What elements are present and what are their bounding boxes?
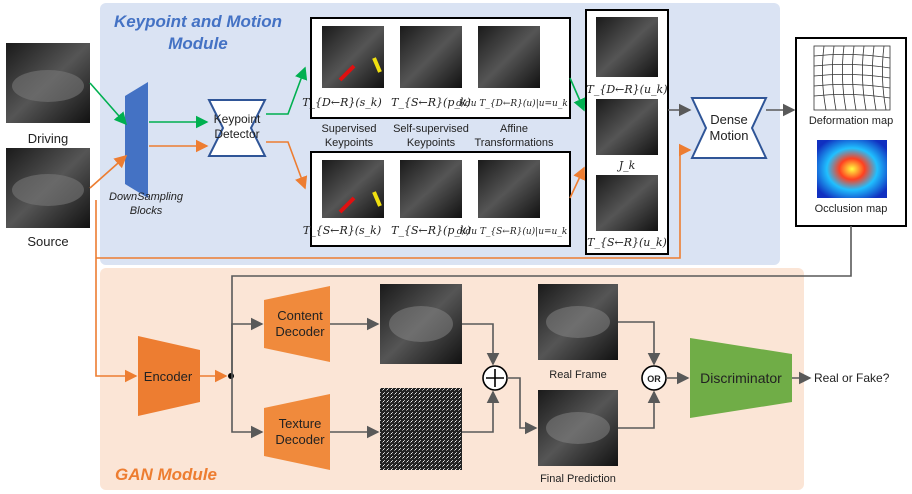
dense-motion-shape <box>690 97 768 159</box>
detector-to-top-panel <box>266 66 308 115</box>
keypoint-detector-label-2: Detector <box>214 127 259 141</box>
source-label: Source <box>27 234 68 249</box>
prediction-to-or-arrow <box>618 390 661 429</box>
dense-motion-label-1: Dense <box>710 112 748 127</box>
keypoint-motion-title: Keypoint and Motion <box>114 12 282 31</box>
col-label-selfsup-1: Self-supervised <box>393 123 469 135</box>
discriminator-label: Discriminator <box>700 370 782 386</box>
stack-formula-1: T_{D←R}(u_k) <box>587 83 668 96</box>
red-arrow-bottom <box>338 196 356 214</box>
bottom-panel-to-stack-arrow <box>569 166 586 199</box>
downsampling-label-2: Blocks <box>130 205 163 217</box>
stack-formula-3: T_{S←R}(u_k) <box>587 236 667 249</box>
detector-to-bottom-panel <box>266 141 308 190</box>
yellow-arrow-top <box>372 57 382 73</box>
stack-formula-2: J_k <box>617 159 636 172</box>
occlusion-map-image <box>817 140 887 198</box>
content-to-sum-arrow <box>462 323 500 366</box>
col-label-affine-2: Transformations <box>474 137 554 149</box>
content-output-texture <box>389 306 453 342</box>
real-frame-label: Real Frame <box>549 369 606 381</box>
bottom-formula-3: d/du T_{S←R}(u)|u=u_k <box>457 226 568 237</box>
source-image-texture <box>12 174 84 206</box>
dense-motion-label-2: Motion <box>709 128 748 143</box>
gan-module-title: GAN Module <box>115 465 217 484</box>
real-frame-texture <box>546 306 610 338</box>
bottom-formula-1: T_{S←R}(s_k) <box>303 224 381 237</box>
bottom-formula-2: T_{S←R}(p_k) <box>391 224 471 237</box>
source-to-dense-arrow <box>96 143 692 259</box>
driving-to-downsampling-arrow <box>89 82 128 126</box>
texture-decoder-label-2: Decoder <box>275 432 325 447</box>
col-label-supervised-2: Keypoints <box>325 137 374 149</box>
top-panel-to-stack-arrow <box>569 77 586 112</box>
junction-to-content-arrow <box>231 317 264 376</box>
stack-image-3 <box>596 175 658 231</box>
bottom-affine-image <box>478 160 540 218</box>
downsampling-blocks-shape <box>125 82 148 198</box>
col-label-selfsup-2: Keypoints <box>407 137 456 149</box>
texture-to-sum-arrow <box>462 390 500 433</box>
red-arrow-top <box>338 64 356 82</box>
bottom-supervised-image <box>322 160 384 218</box>
bottom-selfsup-image <box>400 160 462 218</box>
keypoint-detector-shape <box>207 99 267 157</box>
texture-decoder-label-1: Texture <box>279 416 322 431</box>
top-formula-2: T_{S←R}(p_k) <box>391 96 471 109</box>
real-to-or-arrow <box>618 321 661 366</box>
stack-image-1 <box>596 17 658 77</box>
top-affine-image <box>478 26 540 88</box>
downsampling-label-1: DownSampling <box>109 191 184 203</box>
output-label: Real or Fake? <box>814 371 890 385</box>
top-formula-3: d/du T_{D←R}(u)|u=u_k <box>456 98 568 109</box>
stack-image-2 <box>596 99 658 155</box>
content-decoder-label-1: Content <box>277 308 323 323</box>
deformation-map-label: Deformation map <box>809 115 893 127</box>
final-prediction-label: Final Prediction <box>540 473 616 485</box>
junction-dot <box>228 373 234 379</box>
texture-decoder-shape <box>264 394 330 470</box>
final-prediction-texture <box>546 412 610 444</box>
content-decoder-shape <box>264 286 330 362</box>
source-to-downsampling-arrow <box>89 154 128 189</box>
sum-to-prediction-arrow <box>507 377 538 435</box>
top-selfsup-image <box>400 26 462 88</box>
sum-plus-icon <box>486 369 504 387</box>
top-formula-1: T_{D←R}(s_k) <box>302 96 382 109</box>
encoder-label: Encoder <box>144 369 193 384</box>
or-label: OR <box>647 374 661 384</box>
occlusion-map-label: Occlusion map <box>815 203 888 215</box>
content-decoder-label-2: Decoder <box>275 324 325 339</box>
driving-label: Driving <box>28 131 68 146</box>
top-supervised-image <box>322 26 384 88</box>
col-label-affine-1: Affine <box>500 123 528 135</box>
driving-image-texture <box>12 70 84 102</box>
keypoint-motion-title-2: Module <box>168 34 228 53</box>
deformation-map-grid <box>813 45 891 111</box>
col-label-supervised-1: Supervised <box>321 123 376 135</box>
keypoint-detector-label-1: Keypoint <box>214 112 261 126</box>
junction-to-texture-arrow <box>231 376 264 439</box>
discriminator-shape <box>690 338 792 418</box>
encoder-shape <box>138 336 200 416</box>
yellow-arrow-bottom <box>372 191 382 207</box>
source-to-encoder-arrow <box>95 200 138 383</box>
texture-output-image <box>380 388 462 470</box>
